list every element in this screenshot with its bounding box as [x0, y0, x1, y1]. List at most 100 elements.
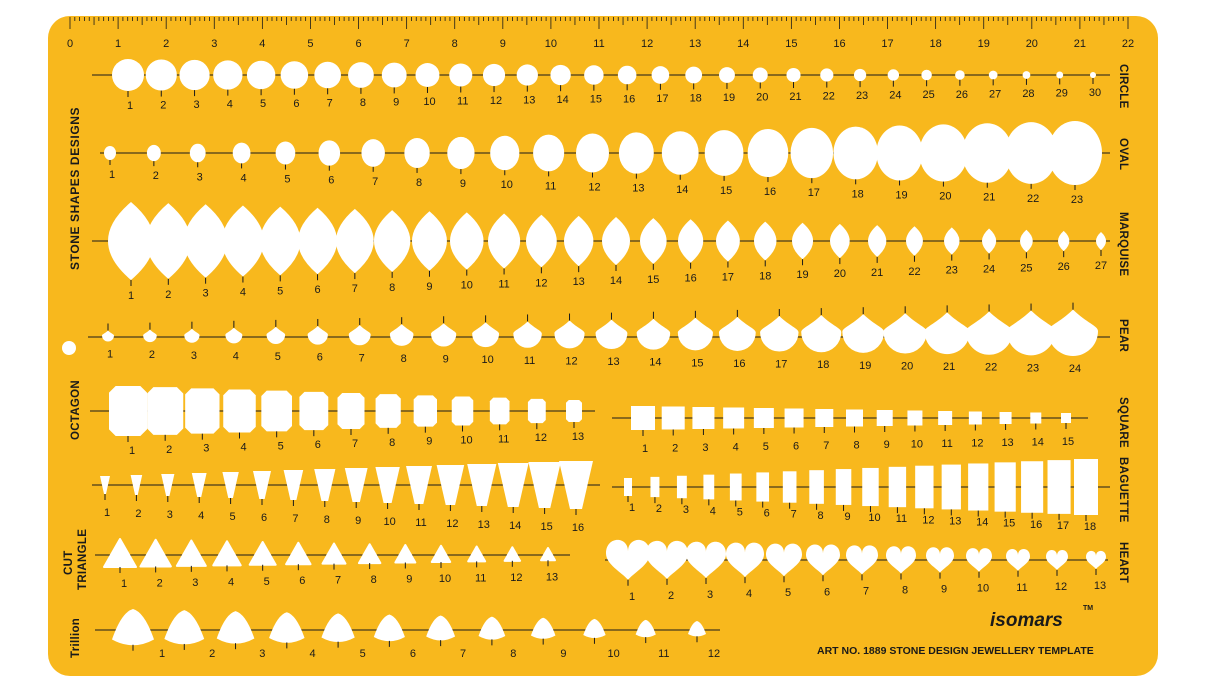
square-stone: [999, 412, 1012, 424]
pear-stone: [595, 319, 628, 350]
marquise-stone: [526, 214, 557, 268]
circle-stone: [112, 59, 144, 91]
baguette-stone: [835, 469, 852, 505]
size-number: 16: [623, 93, 635, 105]
circle-stone: [617, 65, 637, 85]
size-number: 4: [240, 442, 246, 454]
ruler-label: 14: [737, 38, 749, 50]
size-number: 11: [1016, 582, 1027, 594]
size-number: 7: [791, 509, 797, 521]
oval-stone: [490, 135, 520, 171]
heart-stone: [1086, 550, 1106, 569]
size-number: 6: [261, 512, 267, 524]
size-number: 10: [911, 439, 923, 451]
ruler-label: 12: [641, 38, 653, 50]
marquise-stone: [792, 222, 814, 260]
circle-stone: [213, 60, 243, 90]
circle-stone: [482, 63, 506, 87]
oval-stone: [404, 138, 430, 168]
oval-stone: [104, 146, 116, 160]
size-number: 1: [128, 290, 134, 302]
marquise-stone: [982, 228, 997, 254]
square-stone: [968, 411, 982, 425]
stone-shapes: 1 2 3 4 5 6 7 8 9 10 11 12 13 14 15 16 17 18 19 20 21 22 23 24 2…: [88, 59, 1110, 660]
size-number: 16: [572, 522, 584, 534]
size-number: 5: [230, 511, 236, 523]
size-number: 3: [197, 171, 203, 183]
size-number: 20: [901, 360, 913, 372]
baguette-stone: [650, 476, 660, 498]
size-number: 14: [649, 357, 661, 369]
size-number: 17: [722, 272, 734, 284]
trillion-stone: [112, 609, 154, 646]
heart-stone: [686, 541, 726, 578]
marquise-stone: [602, 217, 630, 265]
size-number: 9: [426, 436, 432, 448]
size-number: 8: [902, 585, 908, 597]
size-number: 23: [1027, 362, 1039, 374]
size-number: 7: [352, 438, 358, 450]
circle-stone: [988, 70, 998, 80]
marquise-stone: [412, 211, 447, 271]
size-number: 24: [889, 90, 901, 102]
size-number: 5: [278, 440, 284, 452]
marquise-stone: [564, 215, 594, 267]
size-number: 10: [608, 648, 620, 660]
circle-stone: [246, 60, 276, 90]
baguette-stone: [782, 471, 797, 503]
marquise-stone: [108, 202, 154, 280]
heart-stone: [766, 543, 802, 577]
baguette-stone: [888, 466, 907, 508]
square-stone: [661, 406, 685, 430]
pear-stone: [718, 316, 756, 351]
size-number: 9: [460, 178, 466, 190]
circle-stone: [280, 61, 309, 89]
size-number: 6: [328, 175, 334, 187]
size-number: 10: [977, 583, 989, 595]
trillion-stone: [321, 613, 355, 643]
circle-stone: [1056, 71, 1064, 79]
square-stone: [938, 411, 953, 425]
size-number: 10: [461, 280, 473, 292]
ruler-label: 2: [163, 38, 169, 50]
size-number: 8: [510, 648, 516, 660]
circle-stone: [415, 63, 440, 87]
square-stone: [907, 410, 923, 426]
circle-stone: [348, 62, 374, 88]
oval-stone: [318, 140, 341, 166]
ruler-label: 21: [1074, 38, 1086, 50]
brand-logo: isomars: [990, 610, 1063, 631]
size-number: 1: [109, 169, 115, 181]
trillion-stone: [269, 612, 305, 643]
size-number: 7: [863, 585, 869, 597]
size-number: 12: [535, 432, 547, 444]
size-number: 23: [1071, 194, 1083, 206]
oval-stone: [704, 130, 744, 176]
size-number: 2: [166, 444, 172, 456]
circle-stone: [381, 62, 407, 88]
size-number: 13: [572, 431, 584, 443]
marquise-stone: [184, 204, 228, 278]
baguette-stone: [756, 472, 770, 502]
size-number: 4: [309, 648, 315, 660]
size-number: 7: [359, 352, 365, 364]
size-number: 13: [632, 183, 644, 195]
size-number: 11: [498, 278, 509, 290]
size-number: 6: [793, 441, 799, 453]
size-number: 10: [439, 573, 451, 585]
size-number: 3: [683, 504, 689, 516]
ruler: 0 1 2 3 4 5 6 7 8 9 10 11 12 13 14 15 16 17 18 19 20 21 22: [67, 17, 1134, 50]
size-number: 2: [160, 100, 166, 112]
tapered-stone: [283, 470, 304, 500]
marquise-stone: [1096, 232, 1106, 250]
octagon-stone: [566, 400, 582, 422]
size-number: 21: [789, 91, 801, 103]
size-number: 1: [107, 349, 113, 361]
size-number: 1: [159, 648, 165, 660]
size-number: 6: [764, 508, 770, 520]
size-number: 7: [335, 575, 341, 587]
pear-row-label: PEAR: [1117, 319, 1129, 353]
baguette-stone: [1074, 459, 1098, 515]
ruler-label: 17: [881, 38, 893, 50]
